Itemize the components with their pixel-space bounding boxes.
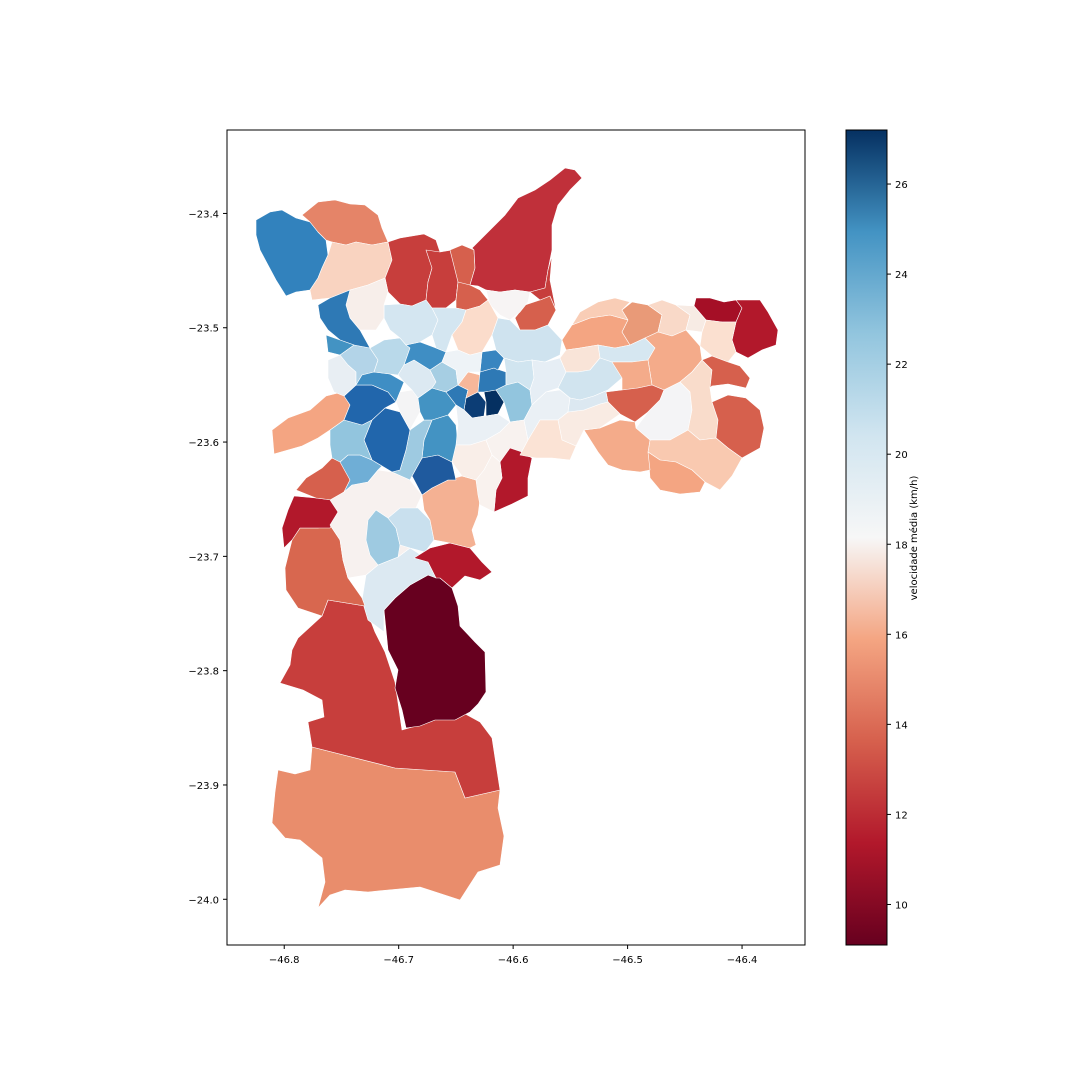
colorbar-tick-label: 10 [895, 900, 908, 911]
colorbar-tick-label: 18 [895, 540, 908, 551]
map-region [583, 419, 651, 473]
y-tick-label: −24.0 [188, 895, 219, 906]
x-tick-label: −46.7 [383, 955, 414, 966]
colorbar-tick-label: 24 [895, 270, 908, 281]
map-region [469, 167, 583, 293]
colorbar-axis: 10 12 14 16 18 20 22 24 26 [887, 180, 908, 911]
map-region [491, 317, 563, 363]
colorbar-tick-label: 26 [895, 180, 908, 191]
map-region [571, 297, 631, 326]
x-tick-label: −46.6 [498, 955, 529, 966]
map-regions [255, 167, 779, 909]
map-region [699, 319, 737, 363]
map-region [711, 394, 765, 459]
map-region [365, 509, 401, 566]
y-axis: −23.4 −23.5 −23.6 −23.7 −23.8 −23.9 −24.0 [188, 209, 227, 906]
y-tick-label: −23.5 [188, 324, 219, 335]
colorbar-tick-label: 12 [895, 810, 908, 821]
map-region [519, 419, 577, 461]
map-region [529, 254, 557, 311]
y-tick-label: −23.4 [188, 209, 219, 220]
y-tick-label: −23.9 [188, 781, 219, 792]
map-region [279, 599, 501, 799]
map-region [647, 451, 706, 495]
colorbar-tick-label: 20 [895, 450, 908, 461]
map-region [355, 371, 405, 403]
map-region [485, 289, 531, 321]
y-tick-label: −23.6 [188, 438, 219, 449]
colorbar-tick-label: 14 [895, 720, 908, 731]
x-tick-label: −46.5 [612, 955, 643, 966]
axes-frame [226, 129, 806, 946]
colorbar-label: velocidade média (km/h) [908, 476, 920, 601]
map-region [475, 454, 503, 513]
map-region [701, 355, 751, 389]
map-region [271, 746, 505, 909]
x-tick-label: −46.8 [269, 955, 300, 966]
map-region [441, 349, 483, 386]
map-region [325, 334, 355, 356]
y-tick-label: −23.8 [188, 667, 219, 678]
x-axis: −46.8 −46.7 −46.6 −46.5 −46.4 [269, 945, 757, 966]
map-region [529, 357, 567, 406]
map-region [567, 389, 609, 413]
map-region [387, 507, 435, 553]
x-tick-label: −46.4 [727, 955, 758, 966]
colorbar [845, 129, 888, 946]
y-tick-label: −23.7 [188, 552, 219, 563]
colorbar-tick-label: 16 [895, 630, 908, 641]
map-region [731, 299, 779, 359]
map-region [403, 341, 447, 371]
colorbar-tick-label: 22 [895, 360, 908, 371]
map-region [317, 289, 371, 349]
